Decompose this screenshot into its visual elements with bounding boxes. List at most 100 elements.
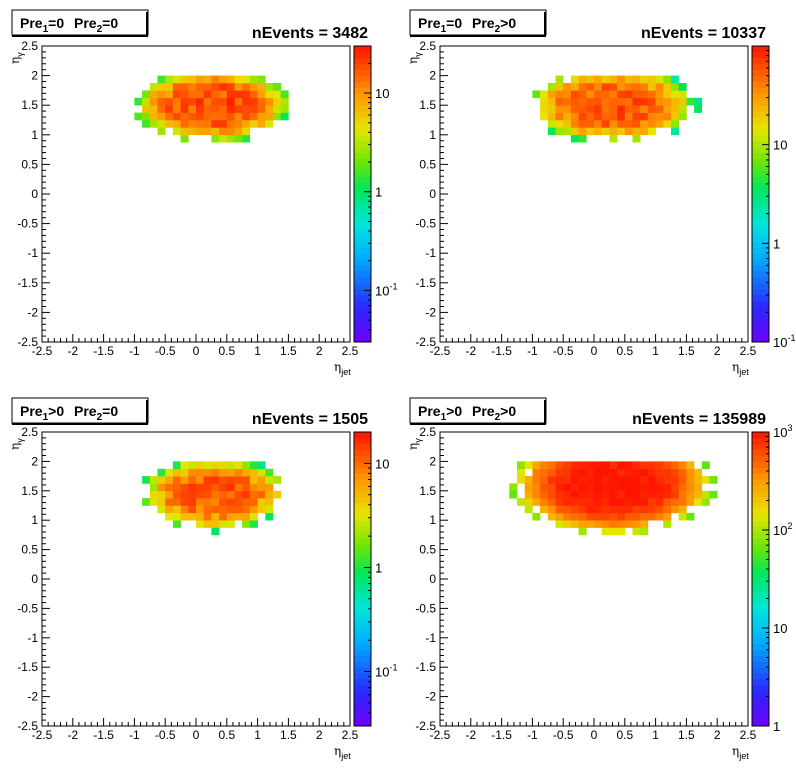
heatmap-cell (203, 83, 212, 91)
heatmap-cell (134, 112, 143, 121)
y-tick-label: -2.5 (415, 719, 436, 733)
heatmap-cell (570, 512, 579, 521)
heatmap-cell (134, 97, 143, 106)
colorbar-tick-label: 1 (773, 236, 780, 251)
heatmap-cell (234, 97, 243, 106)
x-tick-label: 1 (254, 728, 261, 742)
y-tick-label: 0.5 (21, 157, 38, 171)
nevents-label: nEvents = 3482 (252, 25, 368, 42)
heatmap-cell (609, 120, 618, 128)
heatmap-cell (655, 490, 664, 499)
heatmap-cell (586, 505, 595, 514)
heatmap-cell (234, 134, 243, 143)
heatmap-cell (632, 75, 641, 84)
heatmap-cell (655, 512, 664, 521)
heatmap-cell (203, 75, 212, 84)
heatmap-cell (249, 97, 258, 106)
heatmap-cell (563, 90, 572, 99)
heatmap-cell (624, 490, 633, 499)
heatmap-cell (280, 105, 289, 113)
heatmap-cell (157, 127, 166, 136)
heatmap-cell (226, 512, 235, 521)
x-tick-label: -1.5 (491, 344, 512, 358)
heatmap-cell (249, 75, 258, 84)
colorbar-tick-label: 1 (773, 719, 780, 734)
y-tick-label: 2.5 (21, 39, 38, 53)
heatmap-cell (694, 105, 703, 113)
heatmap-cell (547, 490, 556, 499)
heatmap-cell (180, 490, 189, 499)
heatmap-cell (547, 498, 556, 506)
heatmap-cell (578, 120, 587, 128)
colorbar-tick-label: 10-1 (375, 281, 397, 298)
heatmap-cell (242, 512, 251, 521)
heatmap-cell (211, 127, 220, 136)
heatmap-cell (547, 476, 556, 484)
heatmap-cell (532, 490, 541, 499)
x-axis-label: ηjet (732, 744, 749, 761)
heatmap-cell (555, 75, 564, 84)
x-tick-label: 0 (193, 728, 200, 742)
heatmap-cell (632, 498, 641, 506)
heatmap-cell (172, 97, 181, 106)
nevents-label: nEvents = 135989 (632, 411, 766, 428)
heatmap-cell (655, 476, 664, 484)
heatmap-cell (273, 105, 281, 113)
heatmap-cell (601, 127, 610, 136)
x-tick-label: 0.5 (218, 344, 235, 358)
heatmap-cell (242, 97, 251, 106)
heatmap-cell (211, 527, 220, 536)
colorbar-tick-label: 1 (375, 560, 382, 575)
heatmap-cell (624, 90, 633, 99)
heatmap-cell (196, 97, 204, 106)
heatmap-cell (242, 75, 251, 84)
heatmap-cell (211, 90, 220, 99)
heatmap-cell (586, 476, 595, 484)
heatmap-cell (570, 468, 579, 477)
heatmap-cell (157, 505, 166, 514)
y-tick-label: -0.5 (17, 217, 38, 231)
heatmap-cell (609, 527, 618, 536)
heatmap-cell (701, 461, 710, 470)
heatmap-cell (280, 112, 289, 121)
heatmap-cell (701, 476, 710, 484)
heatmap-cell (219, 75, 228, 84)
heatmap-cell (555, 461, 564, 470)
heatmap-cell (640, 512, 649, 521)
heatmap-cell (647, 120, 656, 128)
x-tick-label: 0.5 (616, 344, 633, 358)
heatmap-cell (655, 75, 664, 84)
heatmap-cell (257, 83, 266, 91)
heatmap-cell (640, 520, 649, 528)
heatmap-cell (517, 461, 525, 470)
heatmap-cell (563, 505, 572, 514)
heatmap-cell (219, 468, 228, 477)
heatmap-cell (578, 127, 587, 136)
heatmap-cell (524, 490, 533, 499)
heatmap-cell (663, 512, 672, 521)
heatmap-cell (149, 112, 158, 121)
y-tick-label: -1.5 (17, 276, 38, 290)
heatmap-cell (249, 112, 258, 121)
x-tick-label: -2 (67, 728, 78, 742)
x-tick-label: 2.5 (342, 344, 359, 358)
heatmap-cell (180, 512, 189, 521)
heatmap-cell (265, 105, 274, 113)
heatmap-cell (586, 97, 595, 106)
x-tick-label: 1.5 (280, 728, 297, 742)
y-tick-label: 1.5 (21, 484, 38, 498)
colorbar-tick-label: 10-1 (375, 663, 397, 680)
y-tick-label: 2.5 (419, 39, 436, 53)
heatmap-cell (586, 512, 595, 521)
heatmap-cell (234, 90, 243, 99)
heatmap-cell (149, 105, 158, 113)
heatmap-cell (570, 127, 579, 136)
heatmap-cell (257, 90, 266, 99)
heatmap-cell (609, 498, 618, 506)
heatmap-cell (555, 120, 564, 128)
y-tick-label: 2 (429, 454, 436, 468)
heatmap-cell (640, 75, 649, 84)
heatmap-cell (617, 97, 626, 106)
heatmap-cell (632, 476, 641, 484)
